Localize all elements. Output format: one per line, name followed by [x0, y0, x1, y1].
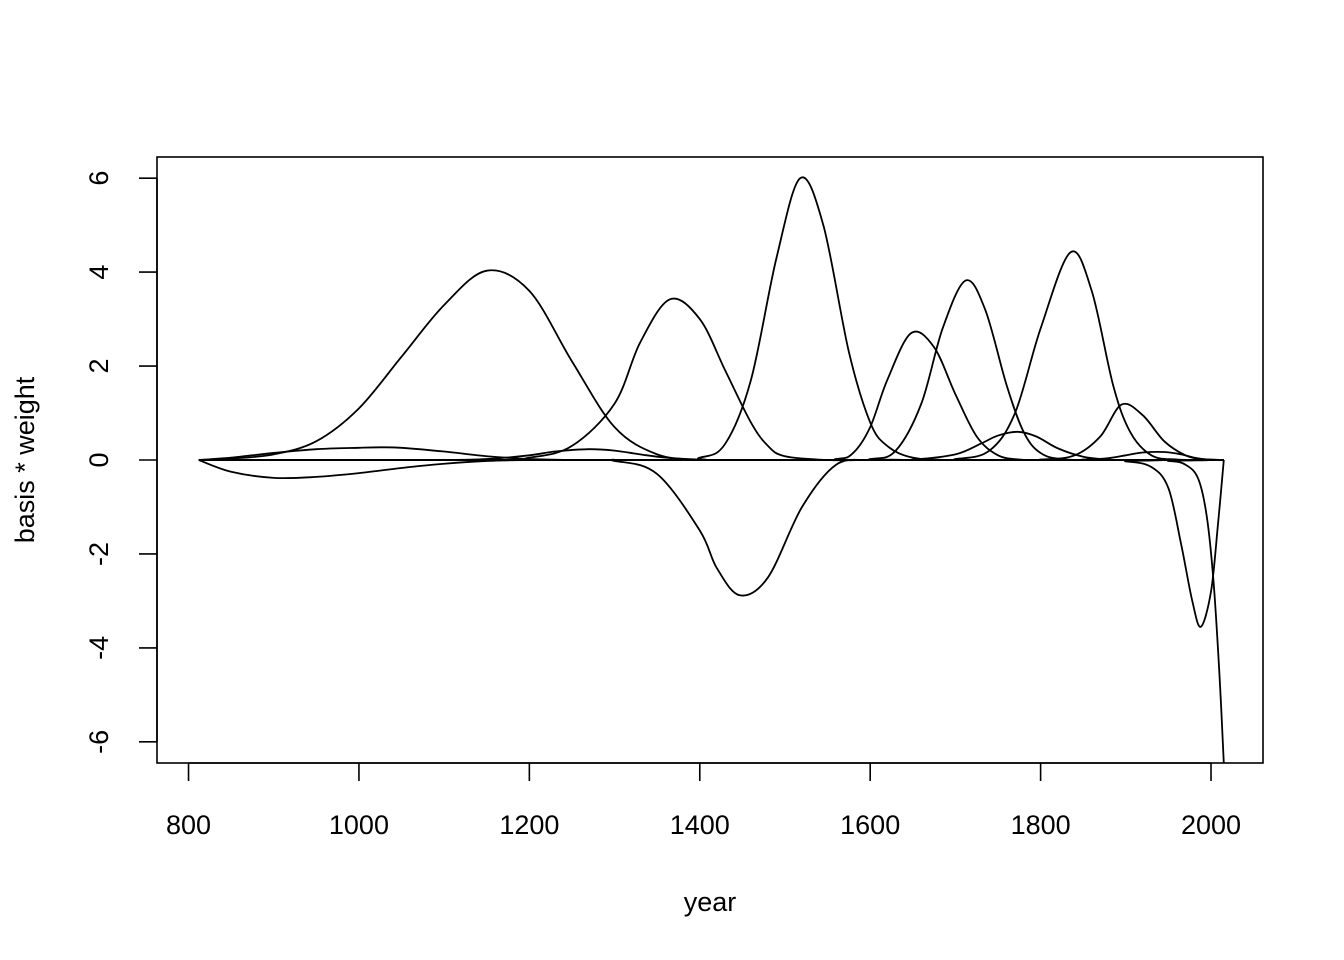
- series-line-6: [198, 458, 1224, 597]
- x-tick-label: 1200: [499, 810, 559, 840]
- x-tick-label: 1800: [1011, 810, 1071, 840]
- series-line-8: [198, 330, 1224, 461]
- y-tick-label: 4: [84, 265, 114, 280]
- series-line-2: [198, 459, 1224, 480]
- x-tick-label: 2000: [1181, 810, 1241, 840]
- series-line-14: [198, 458, 1225, 628]
- series-line-12: [198, 402, 1224, 461]
- y-tick-label: -2: [84, 542, 114, 566]
- y-axis: -6 -4 -2 0 2 4 6: [84, 171, 158, 754]
- x-tick-label: 1000: [329, 810, 389, 840]
- y-tick-label: 2: [84, 359, 114, 374]
- x-tick-label: 1600: [840, 810, 900, 840]
- series-line-11: [198, 250, 1224, 461]
- x-axis-label: year: [684, 887, 737, 917]
- series-line-5: [198, 297, 1224, 462]
- x-tick-label: 800: [166, 810, 211, 840]
- y-tick-label: 6: [84, 171, 114, 186]
- x-tick-label: 1400: [670, 810, 730, 840]
- y-axis-label: basis * weight: [10, 376, 40, 543]
- series-line-9: [198, 279, 1224, 462]
- y-tick-label: 0: [84, 452, 114, 467]
- series-layer: [198, 176, 1225, 763]
- series-line-7: [198, 176, 1224, 462]
- y-tick-label: -4: [84, 636, 114, 660]
- series-line-15: [198, 459, 1225, 763]
- x-axis: 800 1000 1200 1400 1600 1800 2000: [166, 762, 1241, 840]
- y-tick-label: -6: [84, 730, 114, 754]
- series-line-1: [198, 269, 1224, 461]
